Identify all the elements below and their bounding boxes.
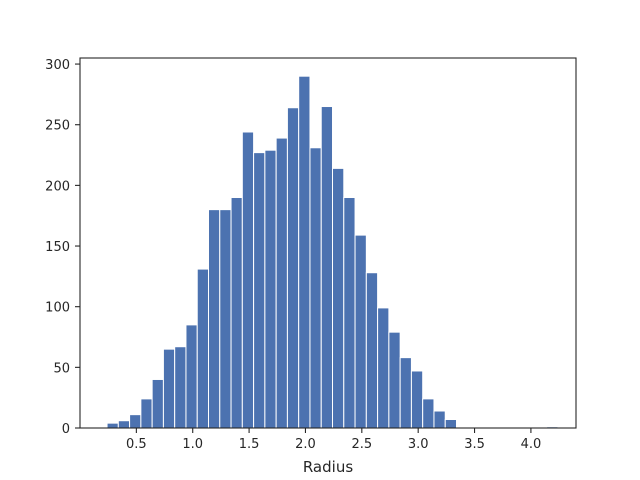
- histogram-bar: [320, 106, 334, 429]
- histogram-bars: [106, 75, 559, 429]
- histogram-bar: [298, 75, 311, 429]
- x-tick-label: 2.0: [295, 437, 316, 452]
- histogram-bar: [174, 346, 187, 429]
- histogram-bar: [129, 414, 142, 429]
- x-tick-label: 0.5: [126, 437, 147, 452]
- histogram-bar: [332, 167, 345, 429]
- histogram-bar: [388, 331, 401, 429]
- x-axis-ticks: 0.5 1.0 1.5 2.0 2.5 3.0 3.5 4.0: [126, 428, 541, 452]
- y-tick-label: 0: [62, 422, 70, 437]
- histogram-bar: [410, 370, 424, 429]
- histogram-bar: [219, 209, 232, 429]
- y-tick-label: 150: [45, 240, 70, 255]
- y-tick-label: 250: [45, 119, 70, 134]
- histogram-bar: [433, 410, 446, 429]
- histogram-bar: [151, 378, 164, 429]
- histogram-bar: [264, 149, 277, 429]
- y-axis-ticks: 0 50 100 150 200 250 300: [45, 58, 80, 437]
- histogram-bar: [286, 107, 300, 429]
- histogram-bar: [241, 131, 255, 429]
- histogram-bar: [444, 419, 458, 429]
- histogram-bar: [275, 137, 288, 429]
- x-tick-label: 4.0: [521, 437, 542, 452]
- histogram-bar: [208, 209, 221, 429]
- x-tick-label: 2.5: [351, 437, 372, 452]
- histogram-bar: [354, 234, 367, 429]
- y-tick-label: 200: [45, 179, 70, 194]
- histogram-bar: [185, 324, 198, 429]
- x-axis-label: Radius: [303, 458, 353, 476]
- histogram-bar: [399, 357, 412, 429]
- x-tick-label: 3.0: [408, 437, 429, 452]
- y-tick-label: 100: [45, 301, 70, 316]
- y-tick-label: 50: [53, 361, 70, 376]
- x-tick-label: 1.5: [239, 437, 260, 452]
- histogram-bar: [230, 197, 243, 429]
- histogram-bar: [117, 420, 131, 429]
- histogram-bar: [106, 422, 119, 429]
- y-tick-label: 300: [45, 58, 70, 73]
- histogram-bar: [196, 268, 210, 429]
- plot-frame: [79, 57, 577, 429]
- histogram-bar: [377, 307, 390, 429]
- x-tick-label: 3.5: [464, 437, 485, 452]
- x-tick-label: 1.0: [182, 437, 203, 452]
- histogram-bar: [422, 398, 435, 429]
- histogram-bar: [365, 272, 379, 429]
- histogram-bar: [309, 147, 322, 429]
- histogram-bar: [253, 152, 266, 429]
- histogram-bar: [140, 398, 153, 429]
- histogram-bar: [343, 197, 356, 429]
- histogram-bar: [162, 348, 176, 429]
